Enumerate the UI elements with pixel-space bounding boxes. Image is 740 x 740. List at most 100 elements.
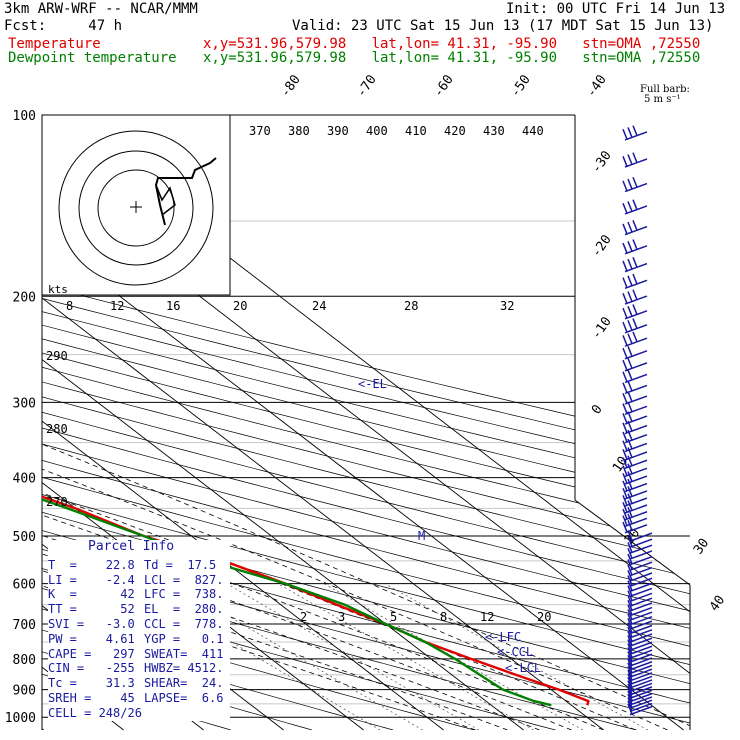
- pressure-label: 500: [13, 530, 36, 545]
- wind-barb: [629, 637, 653, 647]
- mixing-ratio-label: 20: [537, 610, 551, 624]
- parcel-info-row: CIN = -255 HWBZ= 4512.: [48, 661, 230, 676]
- parcel-info-row: TT = 52 EL = 280.: [48, 602, 230, 617]
- wind-barb-feather: [627, 275, 633, 287]
- wind-barb-feather: [627, 683, 633, 695]
- hodo-speed-label: 8: [66, 299, 73, 313]
- wind-barb: [624, 337, 648, 347]
- wind-barb: [629, 641, 653, 651]
- wind-barb-feather: [627, 564, 633, 576]
- hodograph-kts-label: kts: [48, 283, 68, 296]
- wind-barb-feather: [627, 447, 633, 458]
- wind-barb-feather: [632, 289, 638, 301]
- wind-barb-feather: [627, 493, 633, 504]
- mixing-ratio-line: [226, 583, 480, 730]
- wind-barb-feather: [622, 422, 628, 434]
- wind-barb: [624, 182, 648, 193]
- wind-barb: [629, 629, 653, 639]
- wind-barb-feather: [627, 575, 633, 586]
- isotherm: [42, 115, 44, 730]
- pressure-label: 800: [13, 653, 36, 668]
- hodograph-origin: [130, 201, 142, 213]
- wind-barb: [624, 504, 648, 514]
- wind-barb: [629, 577, 653, 587]
- theta-label: 390: [327, 124, 349, 138]
- wind-barb: [624, 310, 648, 320]
- wind-barb: [624, 362, 648, 372]
- parcel-info-left: CIN = -255: [48, 661, 135, 676]
- wind-barb-feather: [622, 495, 628, 506]
- dry-adiabat: [42, 115, 556, 730]
- wind-barb: [624, 490, 648, 500]
- dry-adiabat: [42, 115, 690, 730]
- parcel-info-row: PW = 4.61 YGP = 0.1: [48, 632, 230, 647]
- wind-barb-feather: [627, 693, 633, 705]
- isotherm-label: -70: [354, 72, 380, 100]
- wind-barb-feather: [632, 239, 638, 250]
- theta-label: 420: [444, 124, 466, 138]
- wind-barb-feather: [627, 666, 633, 677]
- wind-barb: [629, 544, 653, 554]
- wind-barb: [629, 645, 653, 655]
- wind-barb-feather: [622, 321, 628, 333]
- pressure-label: 200: [13, 290, 36, 305]
- wind-barb-feather: [627, 559, 633, 570]
- level-annotation: <-LCL: [505, 661, 541, 675]
- level-annotation: <-LFC: [485, 630, 521, 644]
- wind-barb-feather: [627, 700, 633, 711]
- isotherm-label: -20: [589, 232, 615, 260]
- wind-barb-feather: [632, 176, 638, 188]
- theta-label: 370: [249, 124, 271, 138]
- wind-barb: [629, 657, 653, 667]
- wind-barb-feather: [627, 420, 633, 432]
- wind-barb-feather: [627, 380, 633, 392]
- wind-barb-feather: [622, 359, 628, 371]
- hodo-speed-label: 20: [233, 299, 247, 313]
- wind-barb-feather: [622, 223, 628, 235]
- parcel-info-left: CELL = 248/26: [48, 705, 142, 720]
- parcel-info-row: CAPE = 297 SWEAT= 411: [48, 647, 230, 662]
- wind-barb-feather: [627, 513, 633, 525]
- mixing-ratio-label: 12: [480, 610, 494, 624]
- wind-barb-feather: [622, 473, 628, 484]
- wind-barb: [629, 592, 653, 603]
- wind-barb-feather: [627, 647, 633, 658]
- wind-barb-feather: [627, 486, 633, 497]
- pressure-label: 1000: [5, 711, 36, 726]
- location-dewpoint: x,y=531.96,579.98 lat,lon= 41.31, -95.90…: [203, 50, 701, 66]
- barb-legend-line1: Full barb:: [640, 84, 690, 95]
- wind-barb-feather: [627, 690, 633, 702]
- theta-label: 440: [522, 124, 544, 138]
- wind-barb-feather: [622, 440, 628, 452]
- legend-dewpoint: Dewpoint temperature: [8, 50, 177, 66]
- wind-barb-feather: [622, 335, 628, 346]
- wind-barb: [629, 633, 653, 643]
- parcel-info-right: HWBZ= 4512.: [144, 661, 224, 676]
- wind-barb: [629, 705, 653, 716]
- forecast-hour: Fcst: 47 h: [4, 18, 123, 34]
- wind-barb-feather: [622, 307, 628, 319]
- parcel-info-left: PW = 4.61: [48, 631, 135, 646]
- parcel-info-left: TT = 52: [48, 602, 135, 617]
- location-temperature: x,y=531.96,579.98 lat,lon= 41.31, -95.90…: [203, 36, 701, 52]
- wind-barb-feather: [622, 508, 628, 520]
- wind-barb-feather: [627, 639, 633, 650]
- wind-barb: [629, 675, 653, 686]
- wind-barb-feather: [627, 333, 633, 344]
- wind-barb: [629, 686, 653, 696]
- wind-barb-feather: [627, 635, 633, 646]
- parcel-info-right: LCL = 827.: [144, 572, 224, 587]
- wind-barb-feather: [627, 320, 633, 331]
- wind-barb: [629, 566, 653, 577]
- isotherm-label: -60: [431, 72, 457, 100]
- dry-adiabat: [42, 115, 690, 730]
- parcel-info-right: YGP = 0.1: [144, 631, 224, 646]
- mixing-ratio-line: [323, 583, 584, 730]
- parcel-info-row: SREH = 45 LAPSE= 6.6: [48, 691, 230, 706]
- hodo-speed-label: 16: [166, 299, 180, 313]
- isotherm-label: 30: [691, 536, 712, 557]
- mixing-ratio-label: 8: [440, 610, 447, 624]
- wind-barb-feather: [622, 431, 628, 443]
- wind-barb-feather: [622, 480, 628, 492]
- wind-barb: [624, 205, 648, 215]
